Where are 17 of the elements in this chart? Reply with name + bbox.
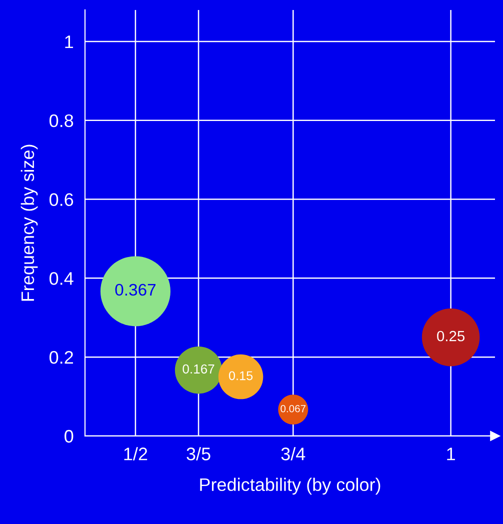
data-label: 0.067 — [280, 405, 306, 412]
data-label: 0.167 — [182, 364, 214, 374]
y-tick-label: 1 — [65, 36, 74, 48]
x-tick-label: 3/4 — [281, 447, 306, 460]
data-label: 0.25 — [437, 330, 465, 342]
y-axis-title: Frequency (by size) — [20, 144, 38, 301]
y-tick-label: 0.6 — [50, 193, 74, 206]
data-label: 0.367 — [115, 284, 156, 296]
x-tick-label: 1/2 — [124, 447, 148, 460]
x-tick-label: 1 — [447, 448, 455, 460]
x-tick-label: 3/5 — [186, 447, 210, 460]
y-tick-label: 0 — [64, 430, 74, 443]
x-axis-title: Predictability (by color) — [200, 478, 380, 495]
y-tick-label: 0.2 — [50, 351, 73, 364]
data-label: 0.15 — [228, 371, 253, 380]
y-tick-label: 0.4 — [50, 272, 74, 285]
y-tick-label: 0.8 — [50, 114, 74, 128]
